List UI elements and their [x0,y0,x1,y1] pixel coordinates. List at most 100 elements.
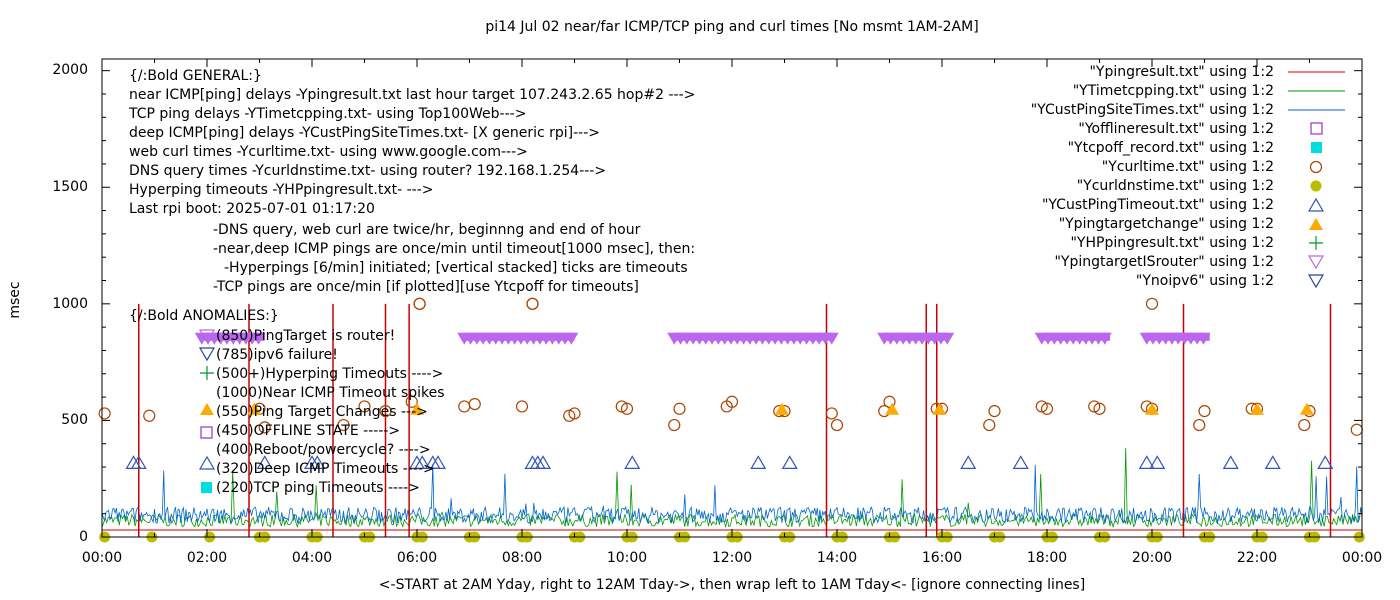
circle-open-icon [1309,160,1323,174]
circle-filled-icon [1310,180,1322,192]
curl-time-point [258,421,271,434]
legend-label: "Ycurltime.txt" using 1:2 [1102,159,1274,175]
anomaly-line: (320)Deep ICMP Timeouts ----> [216,461,435,477]
legend-label: "Ynoipv6" using 1:2 [1136,273,1274,289]
x-tick-label: 00:00 [82,550,122,566]
annotation-line: -TCP pings are once/min [if plotted][use… [213,279,639,295]
deep-timeout-point [1264,455,1281,469]
legend-label: "YTimetcpping.txt" using 1:2 [1073,83,1274,99]
curl-time-point [1088,400,1101,413]
anomaly-line: (220)TCP ping Timeouts ----> [216,480,420,496]
deep-timeout-point [1012,455,1029,469]
annotation-line: {/:Bold ANOMALIES:} [129,308,279,324]
curl-time-point [825,407,838,420]
curl-time-point [1198,404,1211,418]
annotation-line: TCP ping delays -YTimetcpping.txt- using… [128,106,526,122]
target-change-point [932,402,947,415]
curl-time-point [337,418,350,432]
x-tick-label: 10:00 [607,550,647,566]
router-target-marker [1097,332,1112,345]
target-change-point [410,402,424,415]
x-tick-label: 02:00 [187,550,227,566]
annotation-line: web curl times -Ycurltime.txt- using www… [129,144,528,160]
target-change-point [774,402,789,415]
deep-timeout-point [429,455,447,469]
y-tick-label: 2000 [52,62,88,78]
triangle-down-open-icon [1307,274,1325,289]
deep-timeout-point [1317,455,1334,469]
deep-timeout-point [624,455,641,469]
annotation-block: {/:Bold GENERAL:} near ICMP[ping] delays… [128,68,695,496]
deep-timeout-point [256,455,273,469]
y-tick-label: 1000 [52,296,88,312]
curl-time-point [358,400,371,413]
annotation-line: -near,deep ICMP pings are once/min until… [213,241,695,257]
curl-time-point [1040,402,1054,415]
deep-timeout-point [309,455,326,469]
x-tick-label: 06:00 [397,550,437,566]
x-tick-label: 08:00 [502,550,542,566]
legend-label: "Ypingresult.txt" using 1:2 [1089,64,1274,80]
anomaly-line: (500+)Hyperping Timeouts ----> [216,366,443,382]
y-tick-label: 500 [61,412,88,428]
x-tick-label: 18:00 [1027,550,1067,566]
target-change-point [885,402,900,415]
anomaly-line: (550)Ping Target Changes ---> [216,404,428,420]
legend-label: "YCustPingSiteTimes.txt" using 1:2 [1031,102,1274,118]
deep-ping-line [101,463,1363,525]
curl-time-point [1035,400,1048,413]
deep-timeout-point [414,455,431,469]
legend-label: "YHPpingresult.txt" using 1:2 [1070,235,1274,251]
curl-time-point [563,409,576,422]
triangle-up-open-icon [1307,197,1325,212]
deep-timeout-point [1149,455,1166,469]
anomaly-line: (400)Reboot/powercycle? ----> [216,442,431,458]
triangle-up-filled-icon [200,403,214,415]
square-filled-icon [1311,142,1322,153]
curl-time-point [725,395,739,408]
annotation-line: Last rpi boot: 2025-07-01 01:17:20 [129,201,375,217]
curl-time-point [98,407,111,420]
x-tick-label: 12:00 [712,550,752,566]
x-tick-labels: 00:00 02:00 04:00 06:00 08:00 10:00 12:0… [82,550,1382,566]
curl-time-point [673,402,686,415]
curl-time-point [468,397,481,411]
annotation-line: Hyperping timeouts -YHPpingresult.txt- -… [129,182,434,198]
curl-time-point [615,400,628,413]
deep-timeout-point [781,455,798,469]
deep-timeout-point [750,455,767,469]
x-tick-label: 20:00 [1132,550,1172,566]
legend-label: "Ycurldnstime.txt" using 1:2 [1077,178,1274,194]
legend-label: "Yofflineresult.txt" using 1:2 [1078,121,1274,137]
deep-timeout-point [130,455,147,469]
router-target-marker [940,332,955,345]
deep-timeout-point [1138,455,1155,469]
router-target-marker [824,332,839,345]
legend: "Ypingresult.txt" using 1:2 "YTimetcppin… [1031,64,1345,289]
curl-time-point [1093,402,1106,415]
deep-timeout-point [960,455,977,469]
curl-time-point [379,404,392,418]
x-tick-label: 16:00 [922,550,962,566]
curl-time-point [1298,418,1311,432]
x-tick-label: 04:00 [292,550,332,566]
square-filled-icon [201,482,212,493]
plus-icon [1309,236,1323,250]
deep-timeout-point [1222,455,1239,469]
curl-time-point [515,400,529,413]
x-tick-label: 14:00 [817,550,857,566]
target-change-point [1250,402,1264,415]
curl-time-point [405,395,418,408]
y-tick-label: 1500 [52,179,88,195]
x-tick-label: 22:00 [1237,550,1277,566]
y-axis-label: msec [7,281,23,318]
curl-time-point [830,418,844,432]
router-target-marker [1196,332,1211,345]
annotation-line: near ICMP[ping] delays -Ypingresult.txt … [129,87,695,103]
anomaly-line: (785)ipv6 failure! [216,347,338,363]
annotation-line: -DNS query, web curl are twice/hr, begin… [213,222,641,238]
legend-label: "Ytcpoff_record.txt" using 1:2 [1068,140,1274,156]
anomaly-line: (850)PingTarget is router! [216,328,395,344]
